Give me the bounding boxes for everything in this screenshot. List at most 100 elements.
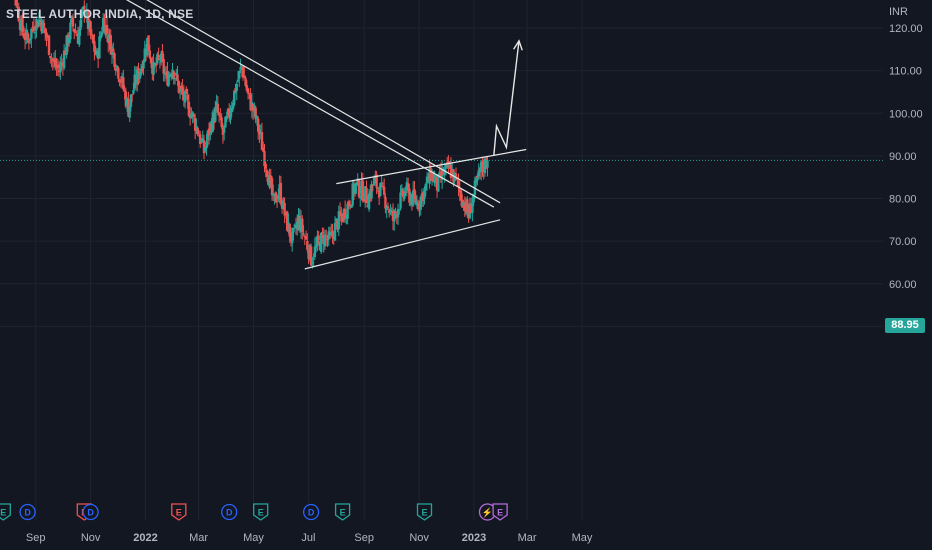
candle-body	[91, 35, 95, 43]
candle-body	[467, 211, 470, 219]
svg-text:E: E	[421, 508, 427, 518]
dividend-badge[interactable]: D	[82, 503, 99, 521]
candle-body	[167, 74, 170, 86]
candle-body	[346, 203, 349, 219]
dividend-badge[interactable]: D	[302, 503, 320, 521]
earnings-badge[interactable]: E	[0, 503, 11, 521]
candle-body	[26, 32, 29, 40]
candle-body	[390, 210, 393, 212]
candle-body	[50, 58, 53, 60]
earnings-badge[interactable]: E	[171, 503, 187, 521]
channel-lower-line[interactable]	[304, 219, 501, 270]
candle-body	[246, 88, 250, 94]
candle-body	[84, 14, 87, 18]
candle-body	[469, 205, 473, 214]
candle-body	[288, 223, 291, 237]
candle-body	[273, 193, 276, 196]
candle-body	[152, 62, 155, 75]
earnings-badge[interactable]: E	[416, 503, 433, 521]
candle-body	[476, 176, 479, 179]
candle-body	[187, 101, 191, 116]
candle-body	[367, 193, 371, 210]
candle-body	[27, 40, 31, 43]
candle-body	[287, 222, 290, 233]
candle-body	[151, 63, 154, 74]
candle-body	[337, 211, 341, 230]
candle-body	[33, 32, 37, 34]
svg-text:D: D	[308, 508, 315, 518]
candle-body	[321, 232, 324, 234]
candle-body	[369, 191, 372, 198]
candle-body	[393, 210, 396, 222]
lower-downtrend-line[interactable]	[3, 0, 495, 208]
candle-body	[219, 115, 222, 117]
candle-body	[279, 182, 283, 204]
candle-body	[225, 116, 228, 120]
candle-body	[214, 107, 217, 122]
candle-body	[440, 169, 444, 180]
svg-text:E: E	[258, 508, 264, 518]
candle-body	[267, 177, 270, 185]
candle-body	[308, 244, 312, 260]
candle-body	[352, 183, 356, 195]
earnings-badge[interactable]: E	[492, 503, 508, 521]
candle-body	[270, 178, 274, 196]
candle-body	[171, 69, 174, 78]
candle-body	[481, 160, 484, 170]
candle-body	[478, 167, 482, 172]
candle-body	[375, 174, 378, 188]
candle-body	[480, 161, 483, 173]
svg-text:E: E	[340, 508, 346, 518]
x-tick-label: Nov	[409, 532, 429, 544]
candle-body	[49, 55, 52, 58]
upper-downtrend-line[interactable]	[3, 0, 501, 204]
candle-body	[238, 70, 241, 79]
candle-body	[428, 166, 431, 184]
candle-body	[124, 91, 128, 107]
candle-body	[83, 5, 86, 14]
candle-body	[114, 68, 117, 71]
candle-body	[419, 196, 422, 210]
candle-body	[447, 161, 450, 169]
candle-body	[193, 117, 197, 131]
candle-body	[398, 209, 401, 211]
candle-body	[362, 199, 366, 202]
candle-body	[317, 235, 320, 240]
earnings-badge[interactable]: E	[334, 503, 351, 521]
candle-body	[172, 71, 175, 79]
candle-body	[359, 195, 362, 198]
candle-body	[439, 171, 443, 179]
dividend-badge[interactable]: D	[221, 503, 238, 521]
candle-body	[31, 27, 34, 29]
candle-body	[132, 89, 135, 94]
candle-body	[294, 226, 298, 229]
candle-body	[45, 32, 48, 38]
candle-body	[128, 105, 131, 118]
candle-body	[25, 30, 28, 39]
candle-body	[411, 190, 415, 206]
projection-path[interactable]	[493, 40, 520, 156]
earnings-badge[interactable]: E	[253, 503, 269, 521]
candle-body	[104, 25, 107, 36]
candle-body	[461, 200, 464, 208]
dividend-badge[interactable]: D	[19, 503, 36, 521]
candle-body	[442, 170, 445, 175]
candle-body	[129, 94, 133, 107]
candle-body	[249, 94, 252, 111]
candle-body	[59, 63, 62, 73]
candle-body	[231, 103, 235, 110]
candle-body	[425, 176, 429, 184]
y-tick-label: 120.00	[889, 23, 923, 35]
candle-body	[448, 163, 451, 168]
candle-body	[437, 174, 440, 192]
candle-body	[433, 178, 436, 184]
candle-body	[415, 201, 419, 206]
candle-body	[356, 178, 359, 185]
candle-body	[233, 90, 236, 105]
candle-body	[157, 55, 160, 58]
candle-body	[391, 211, 395, 221]
candle-body	[78, 29, 81, 45]
x-tick-label: Mar	[518, 532, 537, 544]
candle-body	[153, 64, 157, 66]
